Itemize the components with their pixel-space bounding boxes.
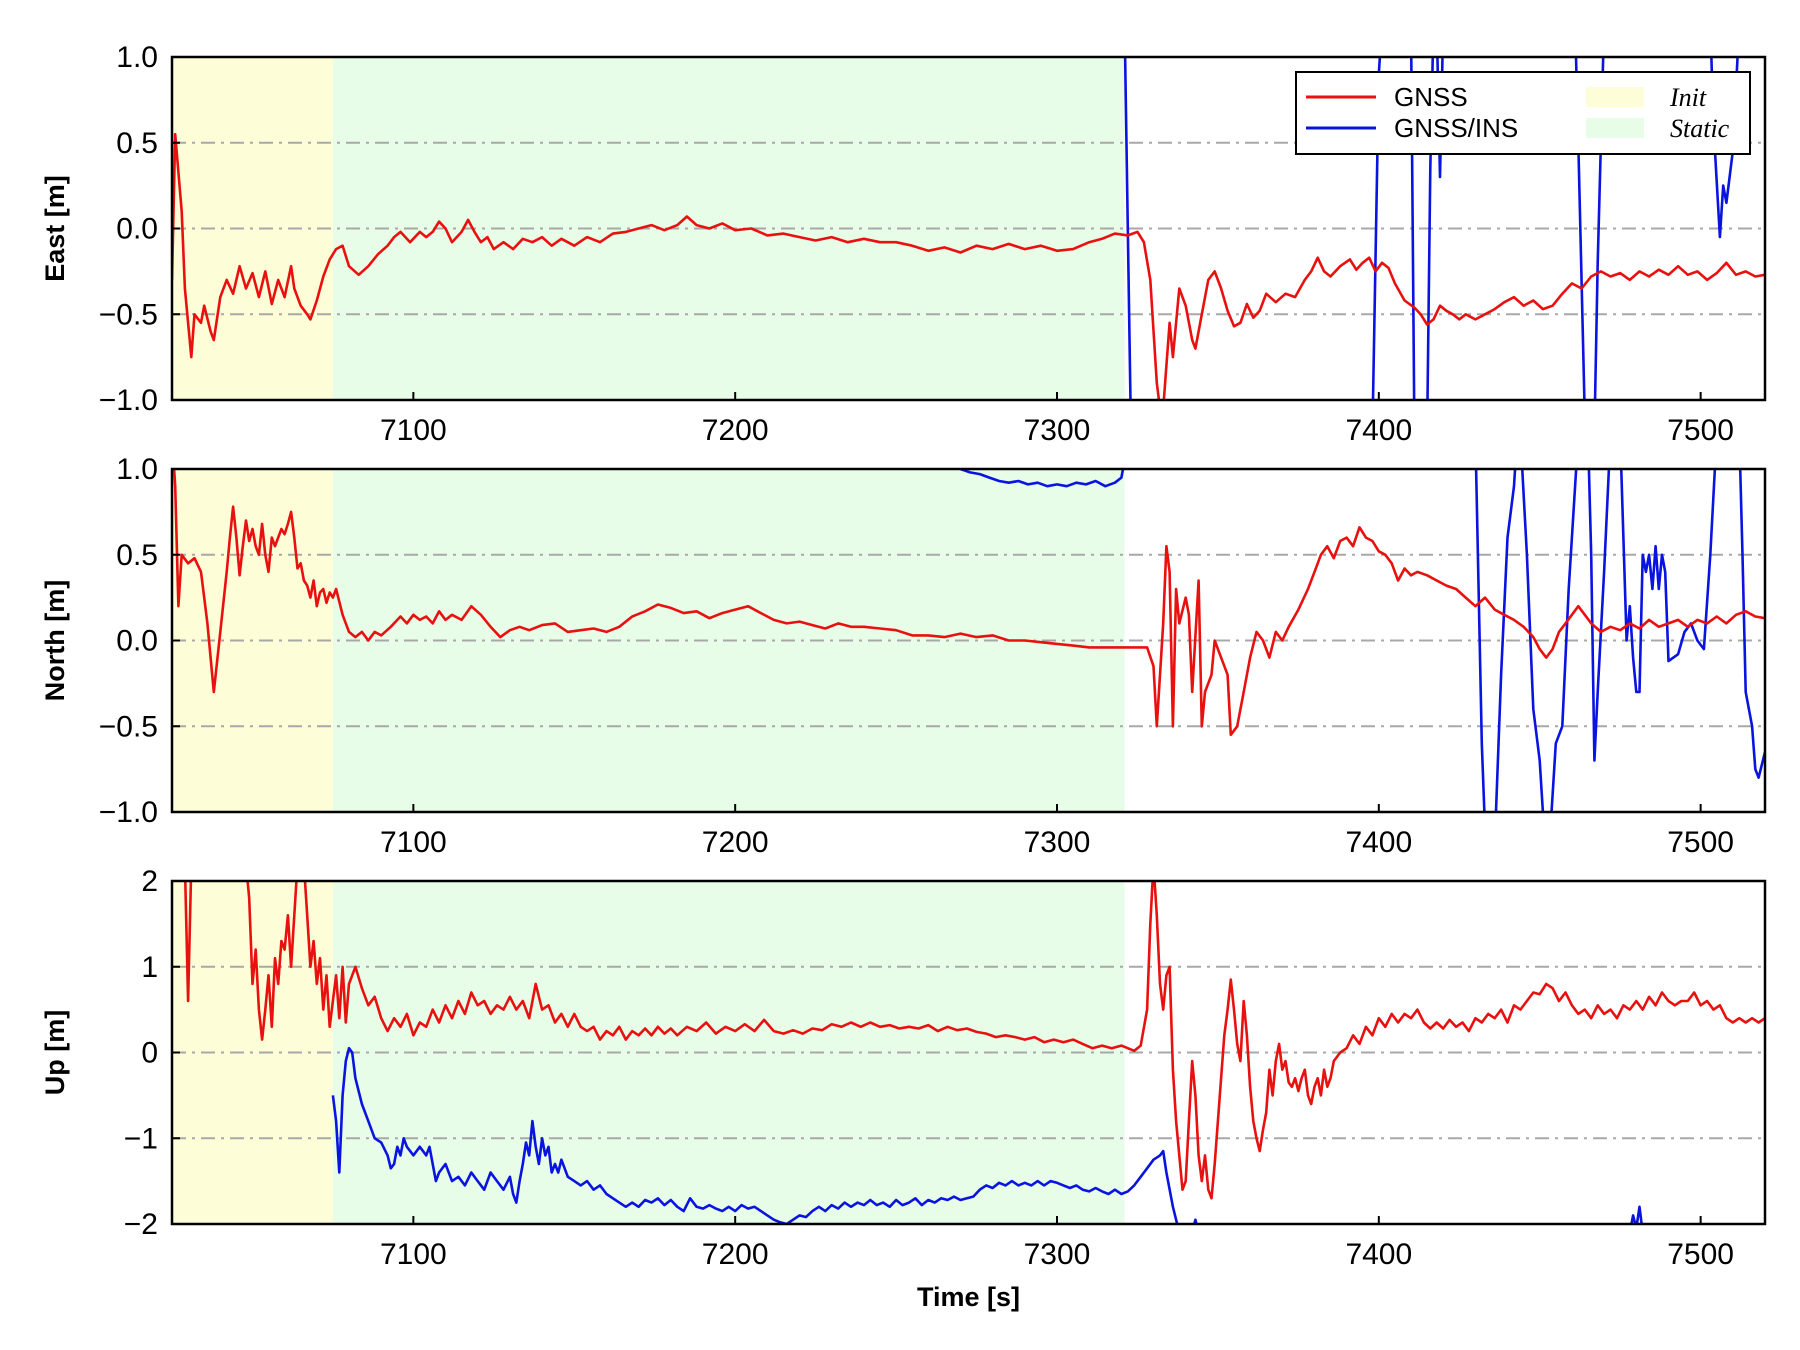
series-gnss-ins-line (331, 1046, 1179, 1224)
y-tick-label: −0.5 (99, 298, 158, 331)
y-tick-label: −1.0 (99, 384, 158, 417)
series-gnss-line (172, 469, 1765, 737)
series-gnss-ins-line (1550, 469, 1578, 812)
legend-label: Static (1670, 114, 1730, 143)
panel-up: −2 −1 0 1 2 7100 7200 7300 7400 7500 Up [m] (40, 865, 1767, 1271)
legend-item-gnss-ins: GNSS/INS (1306, 113, 1518, 143)
series-gnss-ins-line (1123, 57, 1132, 400)
y-tick-label: 1 (141, 951, 158, 984)
y-tick-label: −0.5 (99, 710, 158, 743)
legend-swatch (1586, 87, 1644, 107)
legend-label: GNSS (1394, 82, 1468, 112)
y-tick-label: 0.5 (116, 127, 158, 160)
x-tick-label: 7200 (702, 414, 769, 447)
x-tick-label: 7300 (1024, 826, 1091, 859)
y-tick-label: −2 (124, 1208, 158, 1241)
x-tick-label: 7100 (380, 1238, 447, 1271)
series-gnss-ins-line (1738, 469, 1765, 779)
x-tick-label: 7400 (1345, 1238, 1412, 1271)
y-tick-label: 0.0 (116, 625, 158, 658)
y-axis-label: East [m] (40, 175, 70, 282)
y-tick-label: 0.0 (116, 213, 158, 246)
panel-north: −1.0 −0.5 0.0 0.5 1.0 7100 7200 7300 7400 7500 Nor… (40, 453, 1767, 859)
legend-label: GNSS/INS (1394, 113, 1518, 143)
x-axis-label: Time [s] (917, 1282, 1020, 1312)
series-gnss-line (303, 881, 1765, 1200)
x-tick-label: 7500 (1667, 826, 1734, 859)
series-gnss-ins-line (1619, 469, 1717, 694)
legend-item-static: Static (1586, 114, 1730, 143)
x-tick-label: 7500 (1667, 414, 1734, 447)
series-gnss-ins-line (1587, 469, 1611, 762)
legend-label: Init (1669, 83, 1707, 112)
y-tick-label: −1 (124, 1122, 158, 1155)
y-axis-label: Up [m] (40, 1010, 70, 1095)
y-tick-label: 0 (141, 1037, 158, 1070)
x-tick-label: 7200 (702, 826, 769, 859)
x-tick-label: 7400 (1345, 414, 1412, 447)
x-tick-label: 7100 (380, 414, 447, 447)
plot-area-up (184, 881, 1765, 1224)
y-tick-label: 0.5 (116, 539, 158, 572)
series-gnss-ins-line (1474, 469, 1486, 812)
y-tick-label: −1.0 (99, 796, 158, 829)
y-tick-label: 1.0 (116, 453, 158, 486)
y-axis-label: North [m] (40, 580, 70, 701)
x-tick-label: 7300 (1024, 1238, 1091, 1271)
legend-item-init: Init (1586, 83, 1707, 112)
legend-item-gnss: GNSS (1306, 82, 1468, 112)
series-gnss-line (184, 881, 193, 1003)
x-tick-label: 7200 (702, 1238, 769, 1271)
series-gnss-line (172, 132, 1765, 400)
y-tick-label: 2 (141, 865, 158, 898)
chart-panels: −1.0 −0.5 0.0 0.5 1.0 7100 7200 7300 7400 7500 Eas… (40, 41, 1767, 1271)
legend-box (1295, 71, 1751, 155)
series-gnss-ins-line (1630, 1205, 1643, 1224)
series-gnss-ins-line (1192, 1218, 1198, 1224)
legend-swatch (1586, 118, 1644, 138)
x-tick-label: 7500 (1667, 1238, 1734, 1271)
panel-east: −1.0 −0.5 0.0 0.5 1.0 7100 7200 7300 7400 7500 Eas… (40, 41, 1767, 447)
x-tick-label: 7400 (1345, 826, 1412, 859)
series-gnss-ins-line (958, 469, 1125, 488)
series-gnss-ins-line (1520, 469, 1545, 812)
x-tick-label: 7100 (380, 826, 447, 859)
y-tick-label: 1.0 (116, 41, 158, 74)
series-gnss-line (246, 881, 298, 1041)
x-tick-label: 7300 (1024, 414, 1091, 447)
